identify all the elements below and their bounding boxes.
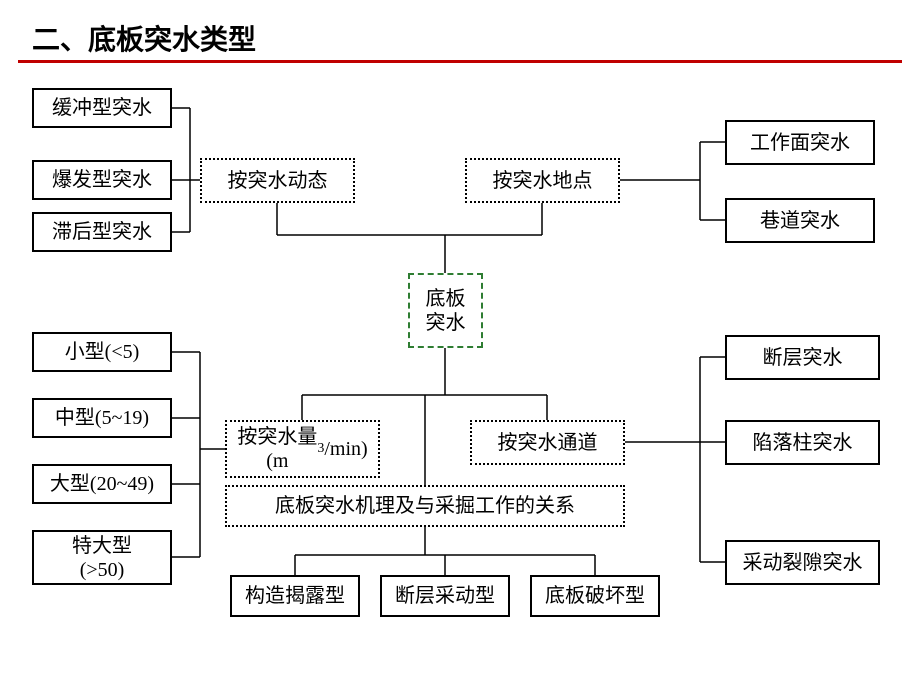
branch-b_volume: 按突水量(m3/min) bbox=[225, 420, 380, 478]
leaf-c_v1: 小型(<5) bbox=[32, 332, 172, 372]
title-underline bbox=[18, 60, 902, 63]
leaf-c_l1: 工作面突水 bbox=[725, 120, 875, 165]
leaf-c_d2: 爆发型突水 bbox=[32, 160, 172, 200]
leaf-c_v2: 中型(5~19) bbox=[32, 398, 172, 438]
branch-b_channel: 按突水通道 bbox=[470, 420, 625, 465]
page-title: 二、底板突水类型 bbox=[32, 18, 256, 58]
leaf-c_v3: 大型(20~49) bbox=[32, 464, 172, 504]
leaf-c_m2: 断层采动型 bbox=[380, 575, 510, 617]
branch-b_mech: 底板突水机理及与采掘工作的关系 bbox=[225, 485, 625, 527]
leaf-c_c1: 断层突水 bbox=[725, 335, 880, 380]
branch-b_location: 按突水地点 bbox=[465, 158, 620, 203]
leaf-c_v4: 特大型(>50) bbox=[32, 530, 172, 585]
branch-b_dynamic: 按突水动态 bbox=[200, 158, 355, 203]
center-node: 底板突水 bbox=[408, 273, 483, 348]
leaf-c_d3: 滞后型突水 bbox=[32, 212, 172, 252]
leaf-c_l2: 巷道突水 bbox=[725, 198, 875, 243]
leaf-c_m3: 底板破坏型 bbox=[530, 575, 660, 617]
leaf-c_c2: 陷落柱突水 bbox=[725, 420, 880, 465]
leaf-c_d1: 缓冲型突水 bbox=[32, 88, 172, 128]
leaf-c_m1: 构造揭露型 bbox=[230, 575, 360, 617]
leaf-c_c3: 采动裂隙突水 bbox=[725, 540, 880, 585]
